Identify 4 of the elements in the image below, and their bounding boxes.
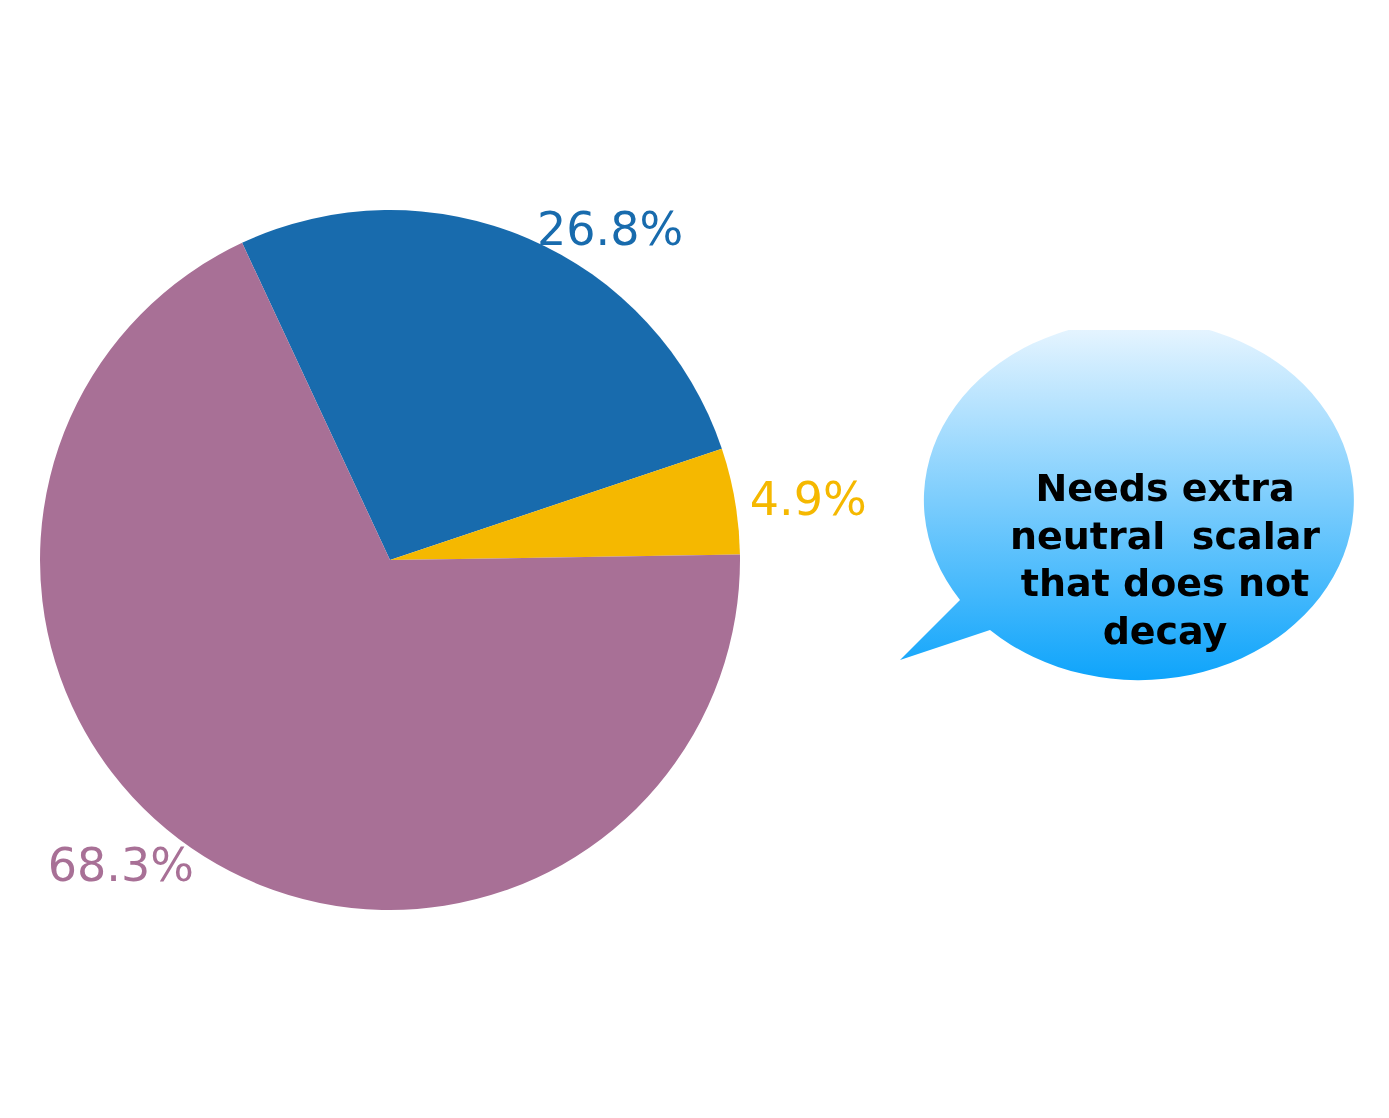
data-label: 4.9% (749, 472, 867, 527)
text: Needs extra neutral scalar that does not decay (1008, 465, 1322, 655)
data-label: 26.8% (537, 202, 684, 257)
data-label: 68.3% (47, 838, 194, 893)
